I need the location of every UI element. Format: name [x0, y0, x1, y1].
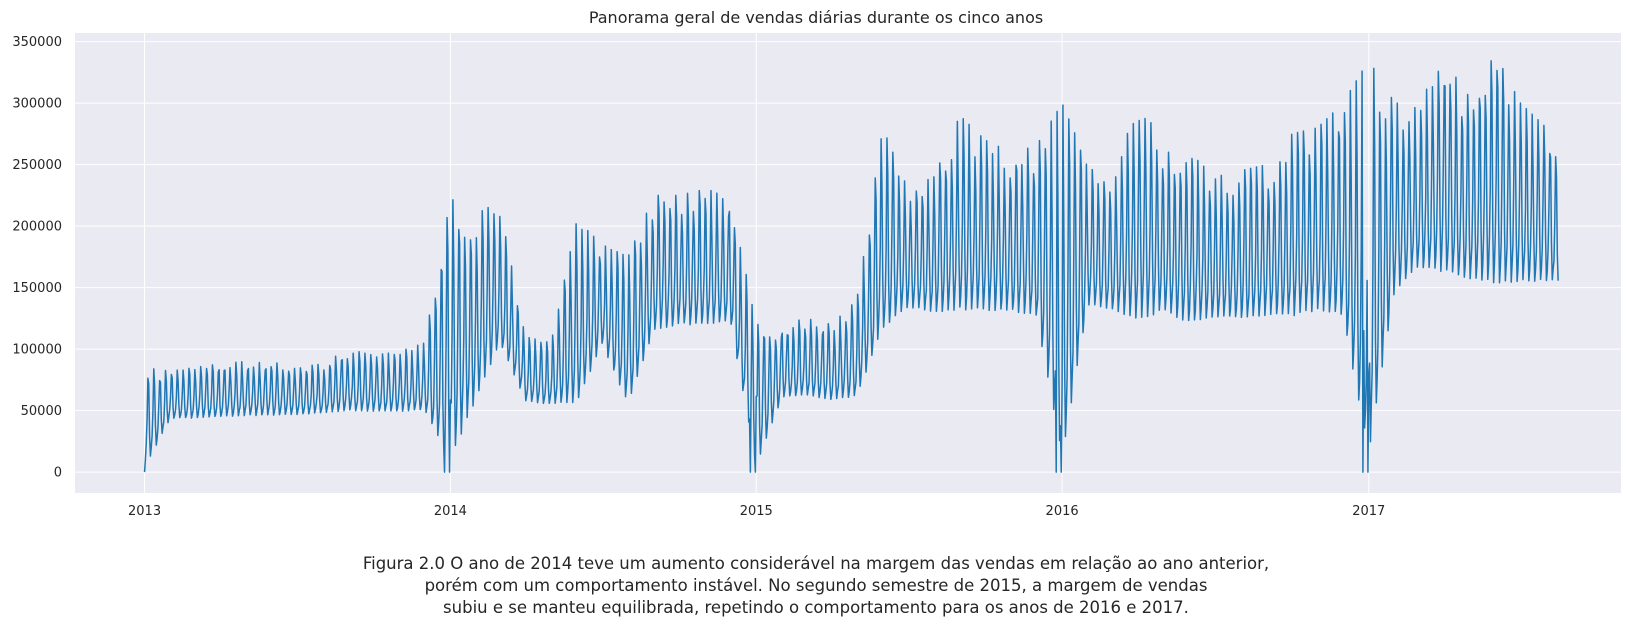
- sales-line-chart: Panorama geral de vendas diárias durante…: [12, 8, 1621, 519]
- y-tick-label: 0: [54, 466, 62, 481]
- y-tick-label: 150000: [12, 281, 62, 296]
- y-tick-label: 50000: [21, 404, 62, 419]
- series-path: [143, 60, 1559, 473]
- y-tick-label: 200000: [12, 220, 62, 235]
- x-tick-label: 2016: [1046, 504, 1079, 519]
- caption-line: porém com um comportamento instável. No …: [424, 576, 1208, 595]
- x-tick-label: 2013: [128, 504, 161, 519]
- caption-line: subiu e se manteu equilibrada, repetindo…: [443, 598, 1189, 617]
- figure-caption: Figura 2.0 O ano de 2014 teve um aumento…: [0, 553, 1632, 619]
- y-axis: 0 50000 100000 150000 200000 250000 300000 3500…: [12, 35, 62, 480]
- plot-area: [75, 33, 1621, 493]
- series-line: [143, 60, 1559, 473]
- x-tick-label: 2015: [740, 504, 773, 519]
- x-tick-label: 2014: [434, 504, 467, 519]
- y-tick-label: 300000: [12, 97, 62, 112]
- caption-line: Figura 2.0 O ano de 2014 teve um aumento…: [362, 554, 1270, 573]
- x-tick-label: 2017: [1352, 504, 1385, 519]
- chart-title: Panorama geral de vendas diárias durante…: [589, 8, 1043, 27]
- x-axis: 2013 2014 2015 2016 2017: [128, 504, 1385, 519]
- y-tick-label: 100000: [12, 343, 62, 358]
- y-tick-label: 250000: [12, 158, 62, 173]
- y-tick-label: 350000: [12, 35, 62, 50]
